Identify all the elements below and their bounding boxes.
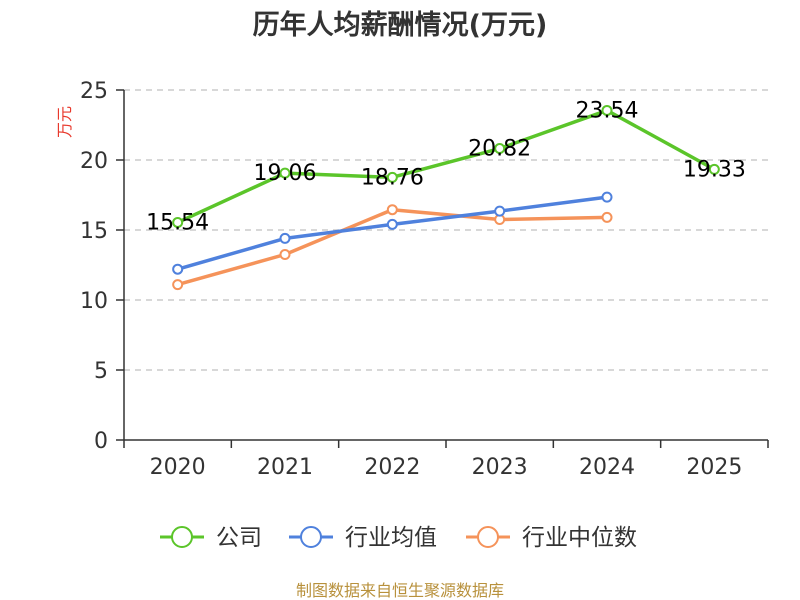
legend-label: 公司 <box>216 525 262 551</box>
data-point <box>386 171 398 183</box>
data-label: 20.82 <box>468 137 531 162</box>
data-label: 15.54 <box>146 210 209 235</box>
series-line-0 <box>175 108 717 225</box>
x-tick-label: 2025 <box>686 455 742 480</box>
x-tick-label: 2020 <box>150 455 206 480</box>
y-axis-label: 万元 <box>55 106 74 138</box>
data-point <box>494 205 506 217</box>
data-label: 18.76 <box>361 165 424 190</box>
y-tick-label: 20 <box>80 149 108 174</box>
data-point <box>601 104 613 116</box>
x-tick-label: 2022 <box>364 455 420 480</box>
source-note: 制图数据来自恒生聚源数据库 <box>296 581 504 600</box>
data-point <box>172 279 184 291</box>
legend-label: 行业均值 <box>345 525 437 551</box>
x-tick-label: 2021 <box>257 455 313 480</box>
series-group <box>172 104 720 291</box>
legend-marker <box>171 526 193 548</box>
legend-marker <box>300 526 322 548</box>
data-point <box>172 216 184 228</box>
y-tick-label: 10 <box>80 289 108 314</box>
legend[interactable]: 公司 行业均值 行业中位数 <box>160 525 637 551</box>
y-tick-label: 15 <box>80 219 108 244</box>
data-label: 19.33 <box>683 157 746 182</box>
data-label: 19.06 <box>254 161 317 186</box>
data-labels: 15.54 19.06 18.76 20.82 23.54 19.33 <box>146 98 746 235</box>
x-tick-label: 2024 <box>579 455 635 480</box>
data-point <box>279 249 291 260</box>
data-point <box>386 204 398 216</box>
data-point <box>494 143 506 155</box>
y-tick-label: 25 <box>80 79 108 104</box>
y-tick-label: 5 <box>94 359 108 384</box>
legend-item-2[interactable]: 行业中位数 <box>466 525 637 551</box>
data-point <box>279 167 291 179</box>
legend-item-1[interactable]: 行业均值 <box>289 525 437 551</box>
data-point <box>601 191 613 203</box>
legend-marker <box>477 526 499 548</box>
grid-lines <box>124 89 768 371</box>
data-point <box>708 163 720 175</box>
data-point <box>386 218 398 230</box>
y-tick-label: 0 <box>94 429 108 454</box>
legend-label: 行业中位数 <box>522 525 637 551</box>
legend-item-0[interactable]: 公司 <box>160 525 262 551</box>
data-point <box>601 211 613 223</box>
x-tick-label: 2023 <box>472 455 528 480</box>
data-point <box>172 263 184 275</box>
data-point <box>279 232 291 244</box>
chart-title: 历年人均薪酬情况(万元) <box>253 9 548 41</box>
data-label: 23.54 <box>576 98 639 123</box>
